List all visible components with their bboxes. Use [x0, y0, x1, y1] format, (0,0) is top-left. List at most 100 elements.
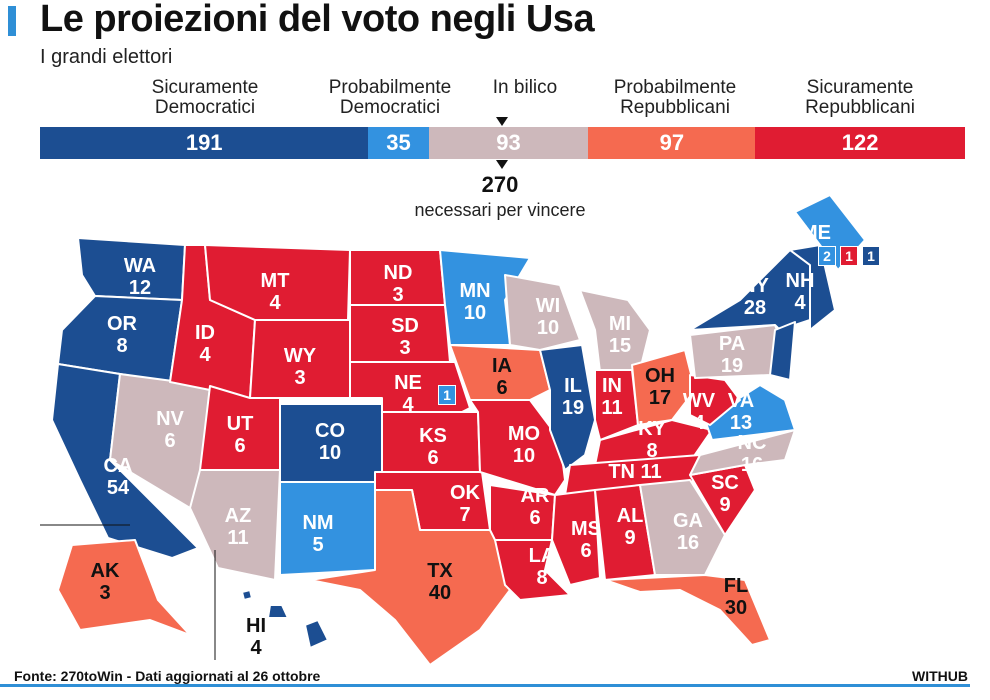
label-nm: NM 5 — [288, 512, 348, 556]
label-nd: ND 3 — [368, 262, 428, 306]
me-district-box-3: 1 — [862, 246, 880, 266]
label-ky-abbr: KY — [638, 418, 666, 440]
label-wy-votes: 3 — [294, 367, 306, 389]
label-nm-abbr: NM — [302, 512, 334, 534]
label-wy-abbr: WY — [283, 345, 317, 367]
label-wi: WI 10 — [518, 295, 578, 339]
label-ak-votes: 3 — [99, 582, 111, 604]
label-oh: OH 17 — [630, 365, 690, 409]
label-mt: MT 4 — [245, 270, 305, 314]
ne-district-box: 1 — [438, 385, 456, 405]
label-fl: FL 30 — [706, 575, 766, 619]
label-in-votes: 11 — [601, 397, 623, 419]
label-pa-abbr: PA — [718, 333, 746, 355]
label-ne: NE 4 — [378, 372, 438, 416]
label-ia-abbr: IA — [492, 355, 512, 377]
label-safe-dem: Sicuramente Democratici — [120, 78, 290, 118]
label-ga-abbr: GA — [673, 510, 703, 532]
label-va-abbr: VA — [727, 390, 755, 412]
bar-segment-safe-dem: 191 — [40, 127, 369, 159]
brand-logo: WITHUB — [912, 668, 968, 684]
label-fl-votes: 30 — [724, 597, 748, 619]
label-ne-votes: 4 — [402, 394, 414, 416]
label-fl-abbr: FL — [723, 575, 749, 597]
label-tx-votes: 40 — [428, 582, 452, 604]
label-nv-abbr: NV — [156, 408, 184, 430]
label-mt-abbr: MT — [260, 270, 290, 292]
state-wi — [504, 274, 581, 351]
state-wv — [689, 374, 741, 426]
label-lean-rep-line1: Probabilmente — [613, 77, 737, 98]
label-nc-votes: 16 — [740, 454, 764, 476]
label-il: IL 19 — [543, 375, 603, 419]
label-ne-abbr: NE — [394, 372, 422, 394]
label-tn-abbr: TN — [608, 461, 641, 483]
threshold-label: necessari per vincere — [414, 200, 586, 220]
label-or: OR 8 — [92, 313, 152, 357]
label-hi-abbr: HI — [246, 615, 266, 637]
state-in — [594, 369, 639, 441]
bar-segment-tossup: 93 — [428, 127, 589, 159]
label-id-votes: 4 — [199, 344, 211, 366]
label-wa-votes: 12 — [128, 277, 152, 299]
label-va: VA 13 — [711, 390, 771, 434]
state-nh — [789, 244, 836, 331]
label-in-abbr: IN — [602, 375, 622, 397]
label-safe-rep-line2: Repubblicani — [805, 97, 915, 118]
threshold-marker-top — [496, 117, 508, 126]
label-il-abbr: IL — [564, 375, 582, 397]
label-safe-dem-line2: Democratici — [154, 97, 256, 118]
state-ky — [594, 419, 713, 466]
label-nv: NV 6 — [140, 408, 200, 452]
label-in: IN 11 — [582, 375, 642, 419]
state-nc — [689, 429, 796, 476]
label-sd-abbr: SD — [391, 315, 419, 337]
label-mo-abbr: MO — [507, 423, 541, 445]
label-pa-votes: 19 — [720, 355, 744, 377]
label-tn-votes: 11 — [640, 461, 662, 483]
label-va-votes: 13 — [729, 412, 753, 434]
state-ia — [449, 344, 551, 401]
label-wa: WA 12 — [110, 255, 170, 299]
threshold-value: 270 — [481, 172, 519, 197]
label-la-abbr: LA — [528, 545, 556, 567]
label-ms-votes: 6 — [580, 540, 592, 562]
label-wv: WV 4 — [669, 390, 729, 434]
label-ga: GA 16 — [658, 510, 718, 554]
label-wi-abbr: WI — [535, 295, 561, 317]
label-ms: MS 6 — [556, 518, 616, 562]
label-mn-abbr: MN — [459, 280, 491, 302]
label-sd-votes: 3 — [399, 337, 411, 359]
label-ms-abbr: MS — [571, 518, 601, 540]
me-district-box-1: 2 — [818, 246, 836, 266]
label-mt-votes: 4 — [269, 292, 281, 314]
label-or-abbr: OR — [107, 313, 137, 335]
label-lean-rep-line2: Repubblicani — [620, 97, 730, 118]
label-al-votes: 9 — [624, 527, 636, 549]
label-wv-votes: 4 — [693, 412, 705, 434]
me-district-box-2: 1 — [840, 246, 858, 266]
label-lean-dem-line1: Probabilmente — [328, 77, 452, 98]
label-ca-votes: 54 — [106, 477, 130, 499]
state-ak — [57, 539, 191, 636]
label-mn: MN 10 — [445, 280, 505, 324]
state-fl — [604, 574, 771, 646]
label-co-votes: 10 — [318, 442, 342, 464]
label-ca-abbr: CA — [103, 455, 133, 477]
label-ks: KS 6 — [403, 425, 463, 469]
label-pa: PA 19 — [702, 333, 762, 377]
label-lean-dem-line2: Democratici — [339, 97, 441, 118]
label-mi-votes: 15 — [608, 335, 632, 357]
label-wv-abbr: WV — [682, 390, 716, 412]
label-az-abbr: AZ — [224, 505, 252, 527]
state-hi-islands-2 — [241, 589, 253, 601]
label-la-votes: 8 — [536, 567, 548, 589]
label-id: ID 4 — [175, 322, 235, 366]
label-ny: NY 28 — [725, 275, 785, 319]
label-oh-votes: 17 — [648, 387, 672, 409]
label-me: ME — [786, 222, 846, 244]
label-me-abbr: ME — [801, 222, 831, 244]
label-safe-rep: Sicuramente Repubblicani — [775, 78, 945, 118]
label-tn: TN 11 — [595, 461, 675, 483]
